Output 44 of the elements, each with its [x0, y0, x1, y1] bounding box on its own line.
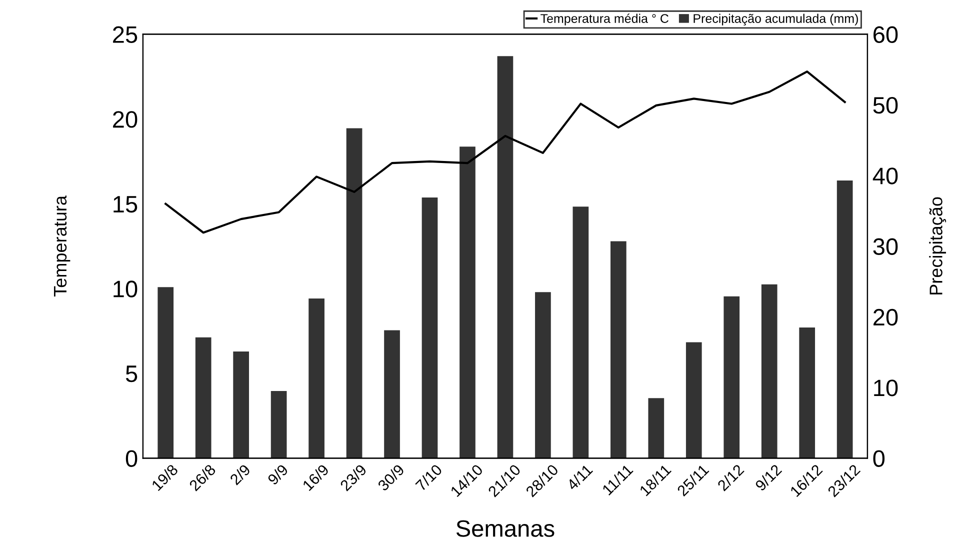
y2-axis-title: Precipitação — [929, 197, 946, 294]
line-series — [164, 70, 846, 234]
x-axis-title: Semanas — [456, 520, 554, 537]
bar — [497, 56, 514, 458]
bar — [686, 342, 702, 458]
y2-tick-label: 0 — [873, 450, 885, 467]
x-tick-label: 7/10 — [414, 463, 443, 492]
bar — [724, 296, 740, 458]
y2-tick-label: 10 — [874, 380, 898, 396]
y2-tick-label: 50 — [873, 96, 898, 114]
y-tick-label: 20 — [113, 111, 138, 128]
bar — [460, 146, 476, 458]
y-tick-label: 5 — [126, 366, 138, 382]
bar — [422, 197, 438, 458]
x-tick-label: 30/9 — [376, 464, 405, 492]
y-axis-title: Temperatura — [54, 196, 70, 296]
bar — [270, 391, 287, 458]
x-tick-label: 2/9 — [229, 464, 251, 486]
bar — [836, 180, 853, 458]
y2-tick-label: 30 — [873, 238, 898, 255]
bar — [761, 284, 778, 458]
bar — [308, 298, 324, 458]
legend-label: Precipitação acumulada (mm) — [694, 14, 858, 26]
bar — [572, 206, 589, 458]
y-tick-label: 25 — [113, 26, 138, 44]
bar — [195, 337, 212, 458]
bar — [384, 330, 400, 458]
x-tick-label: 4/11 — [566, 464, 594, 491]
bar — [233, 351, 249, 458]
y-tick-label: 15 — [114, 196, 138, 213]
y2-tick-label: 20 — [874, 308, 898, 326]
y2-tick-label: 60 — [874, 26, 898, 44]
bar — [648, 398, 664, 458]
bar — [799, 327, 816, 458]
y-tick-label: 0 — [126, 450, 138, 467]
x-tick-label: 9/9 — [266, 464, 289, 486]
bar — [610, 241, 626, 458]
y-tick-label: 10 — [114, 280, 138, 298]
legend-label: Temperatura média ° C — [540, 14, 668, 26]
bar — [158, 287, 174, 458]
x-tick-label: 9/12 — [754, 464, 782, 492]
bar — [535, 292, 551, 458]
bar — [346, 128, 362, 458]
y2-tick-label: 40 — [872, 168, 898, 184]
